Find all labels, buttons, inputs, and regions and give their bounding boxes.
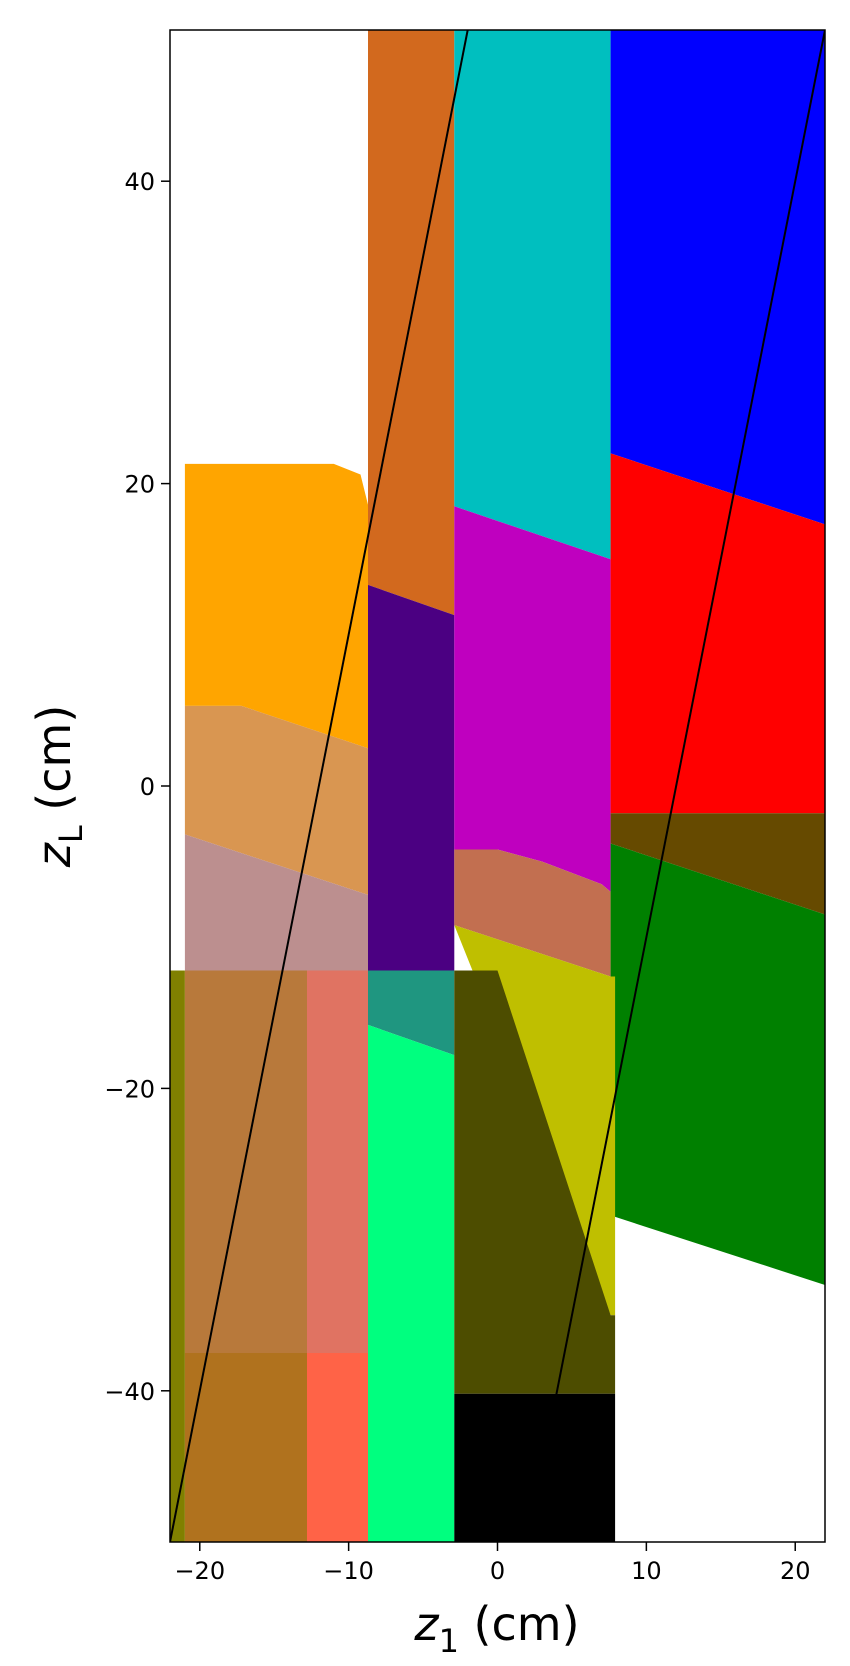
x-tick-label: 0 xyxy=(490,1557,505,1585)
y-axis-label: zL (cm) xyxy=(27,705,90,869)
plot-regions xyxy=(170,30,825,1542)
x-axis-label-sub: 1 xyxy=(439,1622,459,1660)
region-0 xyxy=(368,30,455,616)
y-tick-label: 0 xyxy=(140,773,155,801)
region-1 xyxy=(454,30,611,560)
region-4 xyxy=(368,584,455,971)
region-13 xyxy=(170,970,185,1542)
x-tick-label: 10 xyxy=(631,1557,662,1585)
region-15 xyxy=(184,1353,307,1542)
y-axis-ticks: −40 −20 0 20 40 xyxy=(104,168,170,1406)
region-10 xyxy=(610,813,825,915)
y-tick-label: 40 xyxy=(124,168,155,196)
x-axis-ticks: −20 −10 0 10 20 xyxy=(174,1542,811,1585)
region-19 xyxy=(368,1024,455,1542)
region-5 xyxy=(454,506,611,892)
x-tick-label: −20 xyxy=(174,1557,225,1585)
region-7 xyxy=(184,705,368,895)
region-3 xyxy=(184,463,368,749)
y-tick-label: −20 xyxy=(104,1075,155,1103)
region-20 xyxy=(454,970,616,1394)
region-2 xyxy=(610,30,825,525)
plot-lines xyxy=(170,30,825,1542)
region-9 xyxy=(454,849,611,977)
region-8 xyxy=(184,834,368,971)
x-tick-label: 20 xyxy=(780,1557,811,1585)
region-16 xyxy=(307,970,368,1353)
x-axis-label: z1 (cm) xyxy=(413,1597,579,1660)
y-tick-label: −40 xyxy=(104,1378,155,1406)
region-14 xyxy=(184,970,307,1353)
y-axis-label-unit: (cm) xyxy=(27,705,81,826)
y-tick-label: 20 xyxy=(124,471,155,499)
boundary-line-0 xyxy=(170,30,469,1542)
x-axis-label-var: z xyxy=(413,1597,439,1651)
y-axis-label-var: z xyxy=(27,842,81,868)
boundary-line-1 xyxy=(526,30,825,1542)
region-18 xyxy=(368,970,455,1056)
region-17 xyxy=(307,1353,368,1542)
x-tick-label: −10 xyxy=(323,1557,374,1585)
region-11 xyxy=(610,843,825,1285)
x-axis-label-unit: (cm) xyxy=(459,1597,580,1651)
region-21 xyxy=(454,1393,616,1542)
region-6 xyxy=(610,453,825,814)
y-axis-label-sub: L xyxy=(52,825,90,843)
